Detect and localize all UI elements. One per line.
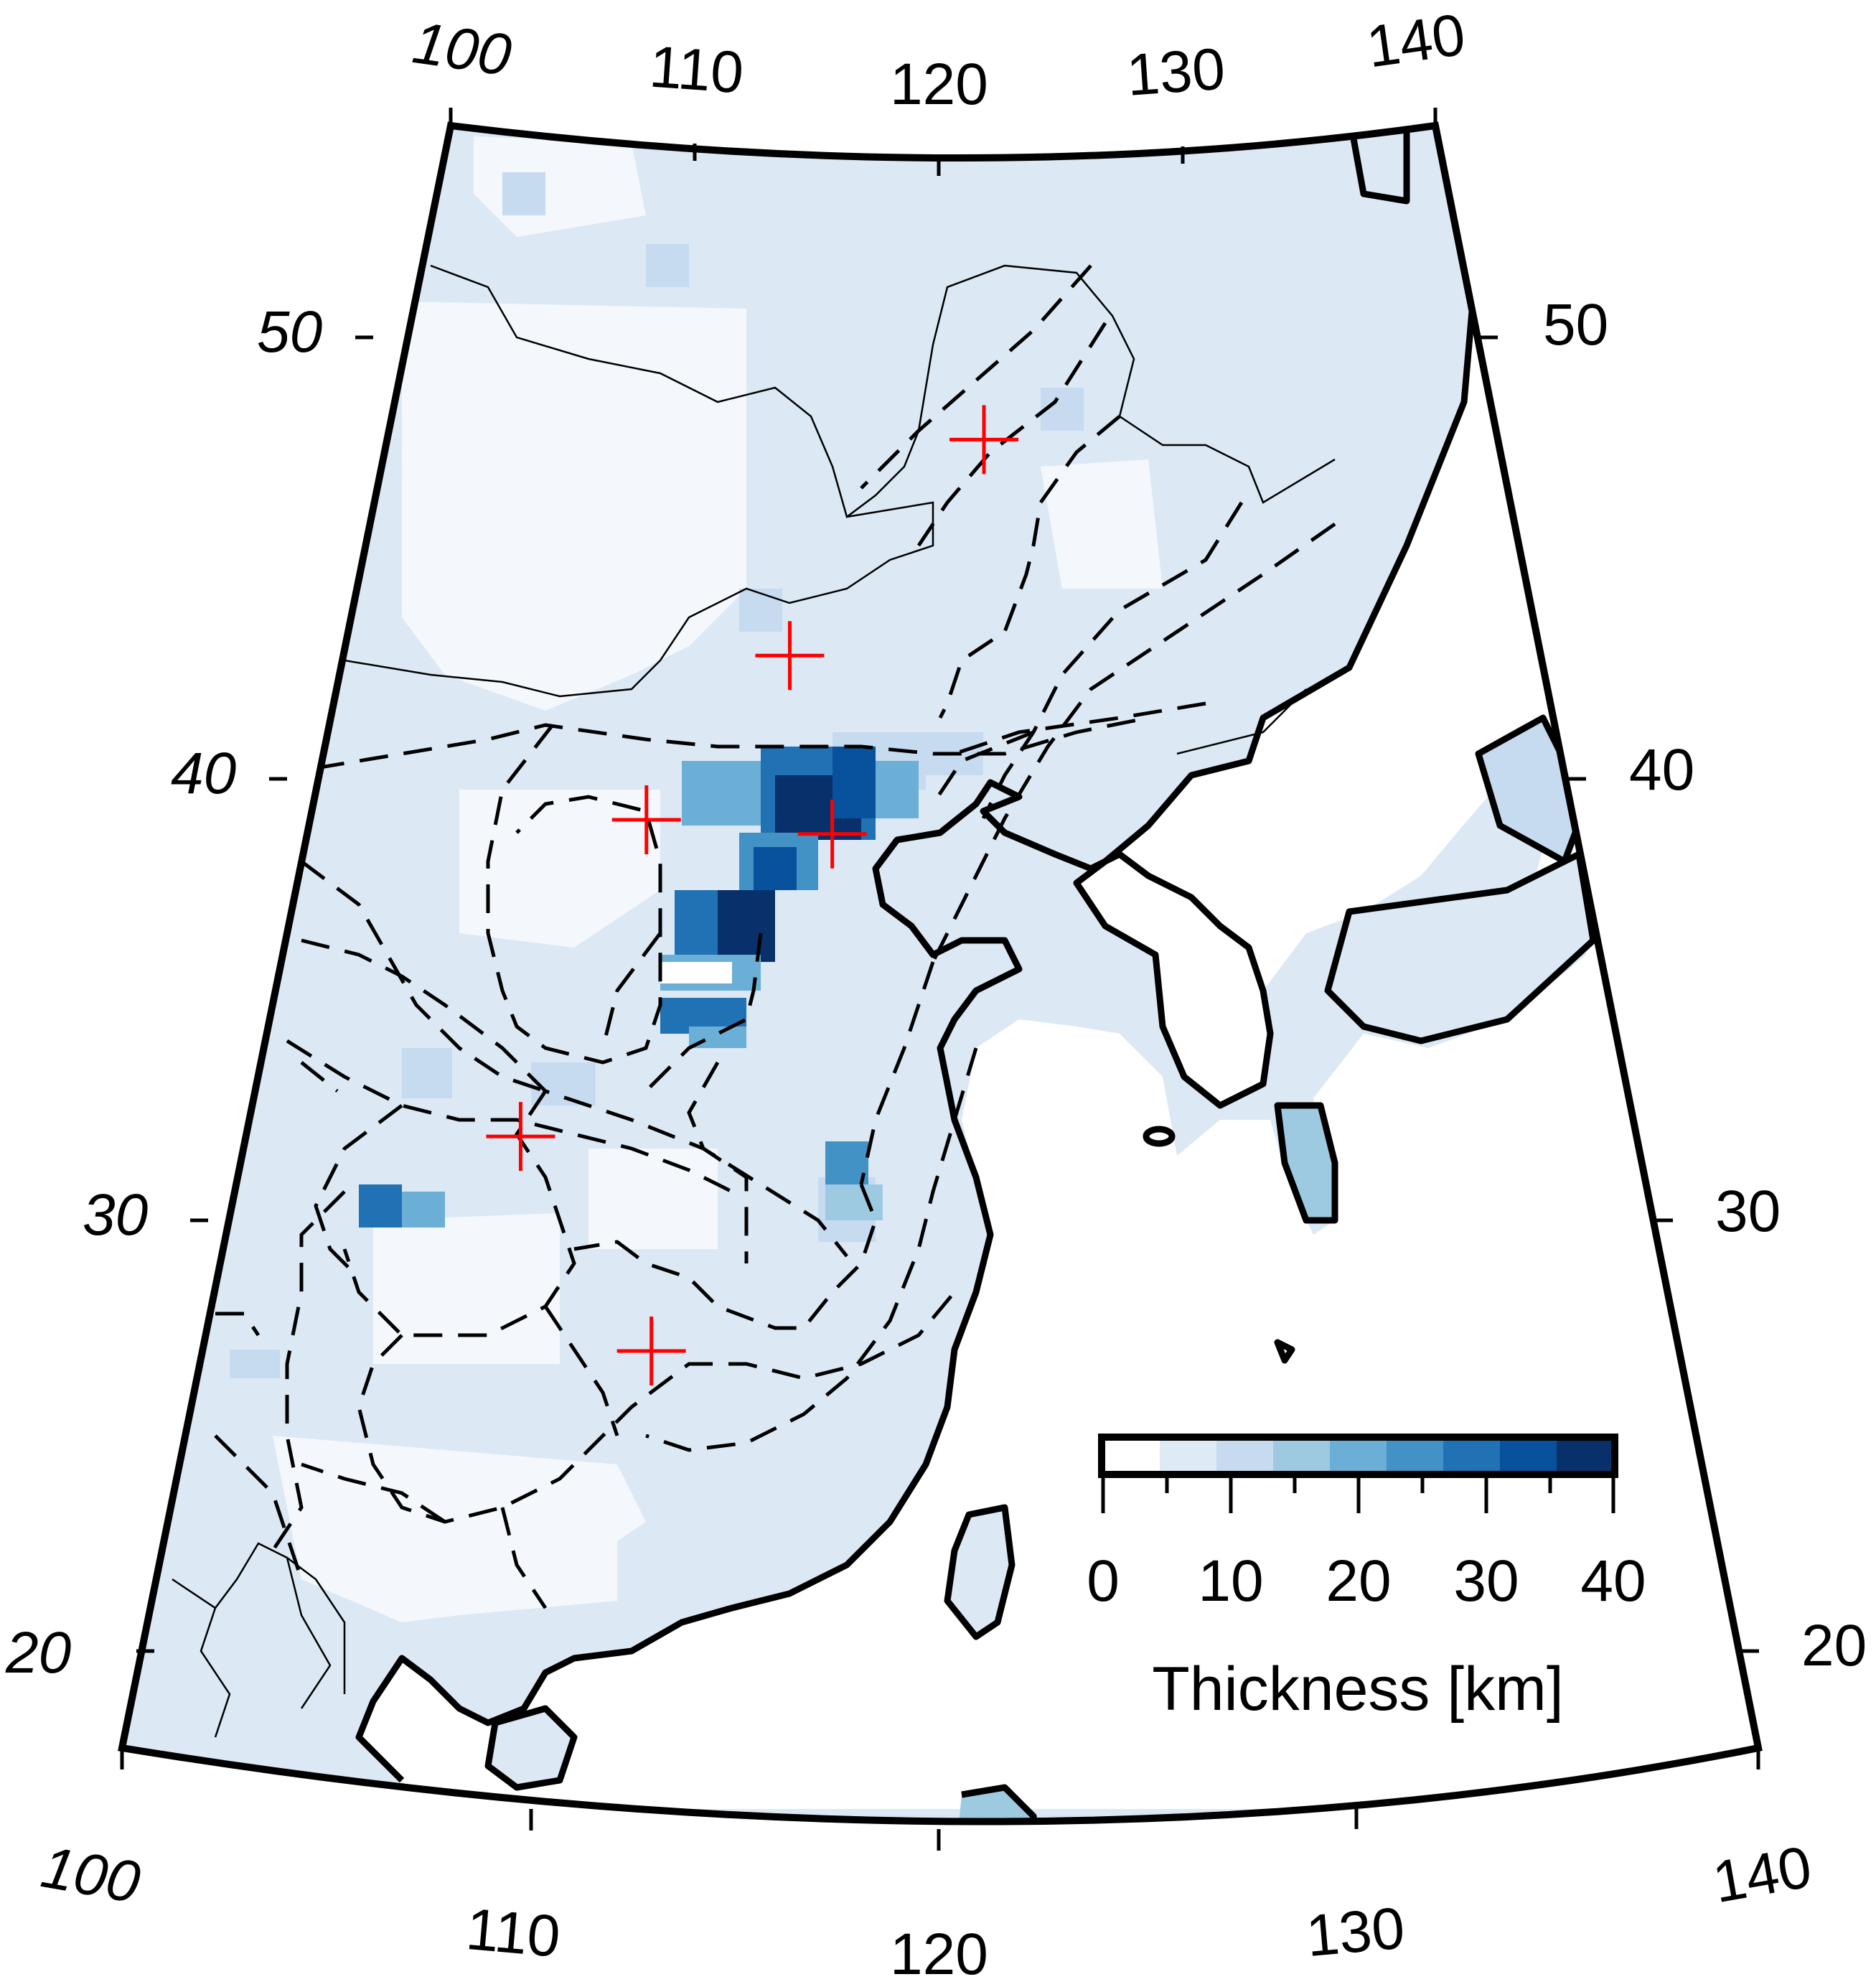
left-lat-label: 40 [171,741,236,806]
tectonic-boundaries [214,264,1336,1609]
bottom-longitude-labels: 100 110 120 130 140 [37,1834,1816,1987]
left-latitude-labels: 20 30 40 50 [5,299,322,1686]
colorbar-tick-label: 40 [1580,1548,1646,1614]
colorbar-tick-label: 10 [1198,1548,1263,1614]
colorbar-cell [1330,1439,1387,1472]
colorbar-cells [1103,1439,1614,1472]
right-lat-label: 30 [1715,1179,1781,1244]
station-marker [949,405,1019,474]
colorbar-outline [1098,1434,1618,1478]
colorbar-ticks [1101,1477,1615,1513]
high-thickness-anomaly [359,747,919,1228]
right-lat-label: 50 [1543,292,1608,357]
colorbar-cell [1500,1439,1557,1472]
right-lat-label: 40 [1629,737,1694,803]
top-lon-label: 140 [1363,1,1469,80]
bottom-lon-label: 110 [464,1897,563,1970]
low-thickness-regions [273,136,1163,1622]
map-frame [118,121,1763,1825]
left-lat-label: 20 [5,1620,71,1686]
colorbar-cell [1557,1439,1614,1472]
station-marker [755,621,825,691]
colorbar: 0 10 20 30 40 Thickness [km] [1087,1434,1646,1724]
bottom-lon-label: 140 [1708,1834,1816,1915]
top-lon-label: 100 [409,10,515,88]
right-latitude-labels: 20 30 40 50 [1543,292,1867,1678]
colorbar-cell [1273,1439,1331,1472]
colorbar-title: Thickness [km] [1152,1655,1563,1724]
bottom-lon-label: 100 [37,1834,145,1915]
left-lat-label: 50 [257,299,322,365]
top-lon-label: 130 [1125,36,1227,108]
station-markers [486,405,1019,1386]
colorbar-cell [1387,1439,1444,1472]
colorbar-cell [1216,1439,1274,1472]
colorbar-cell [1443,1439,1501,1472]
top-lon-label: 110 [647,34,746,106]
colorbar-tick-label: 30 [1453,1548,1519,1614]
coastlines [355,126,1597,1822]
station-marker [486,1102,555,1172]
left-lat-label: 30 [83,1182,148,1248]
station-marker [616,1317,686,1386]
top-lon-label: 120 [890,52,988,117]
station-marker [797,799,867,869]
frame-ticks [120,108,1760,1851]
colorbar-tick-label: 0 [1087,1548,1120,1614]
colorbar-tick-label: 20 [1326,1548,1391,1614]
bottom-lon-label: 120 [890,1922,988,1987]
station-marker [611,785,681,855]
colorbar-cell [1160,1439,1217,1472]
top-longitude-labels: 100 110 120 130 140 [409,1,1470,117]
bottom-lon-label: 130 [1303,1895,1407,1969]
right-lat-label: 20 [1801,1613,1867,1678]
colorbar-cell [1103,1439,1160,1472]
